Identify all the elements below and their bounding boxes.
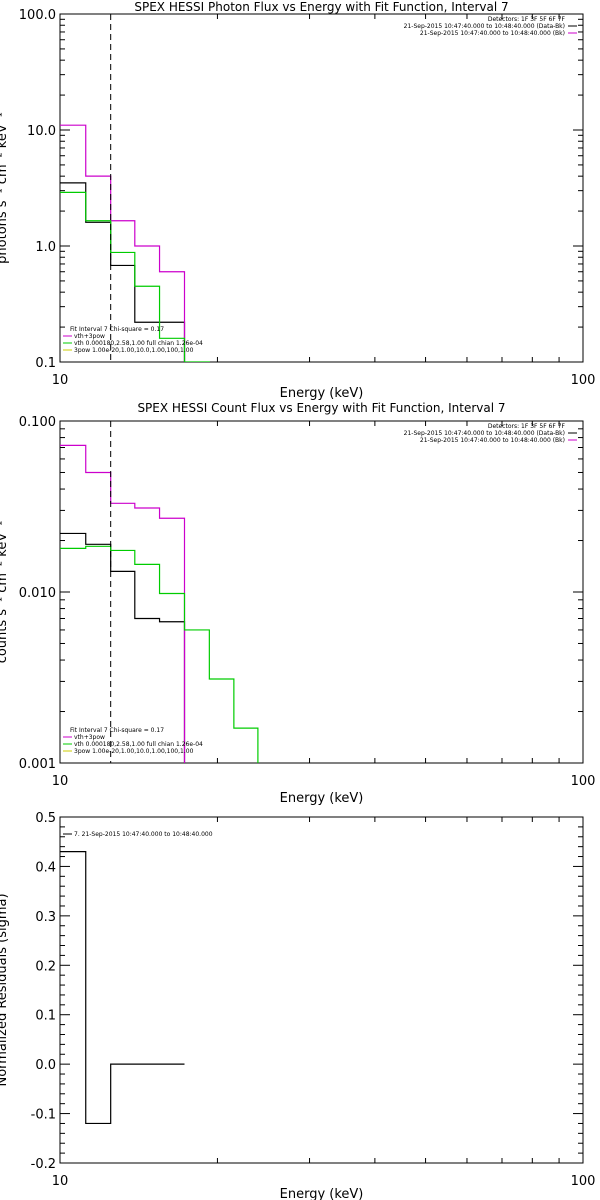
plot-frame (59, 13, 584, 363)
legend-text: Fit Interval 7 Chi-square = 0.17 (70, 326, 164, 333)
y-tick-label: 0.001 (19, 757, 56, 772)
series-line-2 (60, 444, 186, 763)
y-axis-label: photons s⁻¹ cm⁻² keV⁻¹ (0, 112, 10, 264)
y-tick-label: 0.1 (35, 356, 56, 371)
legend-text: 3pow 1.00e-20,1.00,10.0,1.00,100,1.00 (74, 347, 194, 354)
legend-text: vth 0.000180,2.58,1.00 full chian 1.26e-… (74, 340, 203, 347)
chart-title: SPEX HESSI Count Flux vs Energy with Fit… (137, 401, 505, 415)
y-tick-label: 0.010 (19, 586, 56, 601)
chart-panel-2: SPEX HESSI Count Flux vs Energy with Fit… (0, 401, 595, 806)
x-axis-label: Energy (keV) (280, 791, 364, 806)
legend-text: vth+3pow (74, 734, 105, 741)
legend-text: 7. 21-Sep-2015 10:47:40.000 to 10:48:40.… (74, 831, 213, 838)
chart-title: SPEX HESSI Photon Flux vs Energy with Fi… (134, 0, 508, 14)
y-tick-label: 0.4 (35, 860, 56, 875)
x-tick-label: 10 (52, 373, 69, 388)
chart-panel-3: 10 100 -0.2 -0.1 0.0 0.1 0.2 0.3 0.4 0.5 Energy (k… (0, 811, 595, 1200)
y-tick-label: -0.1 (31, 1108, 56, 1123)
y-tick-label: 10.0 (27, 124, 56, 139)
chart-panel-1: SPEX HESSI Photon Flux vs Energy with Fi… (0, 0, 595, 401)
y-axis-label: Normalized Residuals (sigma) (0, 893, 10, 1086)
series-group (60, 444, 259, 763)
series-group (60, 851, 185, 1125)
y-tick-label: -0.2 (31, 1157, 56, 1172)
header-text: Detectors: 1F 3F 5F 6F 7F (488, 423, 566, 430)
x-tick-label: 10 (52, 774, 69, 789)
legend-text: vth+3pow (74, 333, 105, 340)
header-text: 21-Sep-2015 10:47:40.000 to 10:48:40.000… (404, 23, 565, 30)
x-tick-label: 100 (571, 774, 596, 789)
y-tick-label: 0.2 (35, 959, 56, 974)
y-tick-label: 100.0 (19, 8, 56, 23)
y-axis-label: counts s⁻¹ cm⁻² keV⁻¹ (0, 521, 10, 664)
y-tick-label: 0.100 (19, 415, 56, 430)
legend-text: Fit Interval 7 Chi-square = 0.17 (70, 727, 164, 734)
plot-frame (59, 816, 584, 1164)
x-axis-label: Energy (keV) (280, 386, 364, 401)
series-line-2 (60, 124, 186, 362)
series-line-3 (60, 545, 259, 763)
y-tick-label: 1.0 (35, 240, 56, 255)
header-text: 21-Sep-2015 10:47:40.000 to 10:48:40.000… (404, 430, 565, 437)
y-tick-label: 0.3 (35, 910, 56, 925)
series-line-3 (60, 191, 210, 362)
series-line-1 (60, 532, 186, 763)
header-text: 21-Sep-2015 10:47:40.000 to 10:48:40.000… (420, 437, 565, 444)
x-tick-label: 10 (52, 1174, 69, 1189)
y-tick-label: 0.5 (35, 811, 56, 826)
series-group (60, 124, 210, 362)
x-axis-label: Energy (keV) (280, 1187, 364, 1200)
x-tick-label: 100 (571, 1174, 596, 1189)
x-tick-label: 100 (571, 373, 596, 388)
header-text: 21-Sep-2015 10:47:40.000 to 10:48:40.000… (420, 30, 565, 37)
legend-text: vth 0.000180,2.58,1.00 full chian 1.26e-… (74, 741, 203, 748)
header-text: Detectors: 1F 3F 5F 6F 7F (488, 16, 566, 23)
series-line-1 (60, 851, 185, 1125)
legend-text: 3pow 1.00e-20,1.00,10.0,1.00,100,1.00 (74, 748, 194, 755)
y-tick-label: 0.0 (35, 1058, 56, 1073)
y-tick-label: 0.1 (35, 1009, 56, 1024)
plot-frame (59, 420, 584, 764)
